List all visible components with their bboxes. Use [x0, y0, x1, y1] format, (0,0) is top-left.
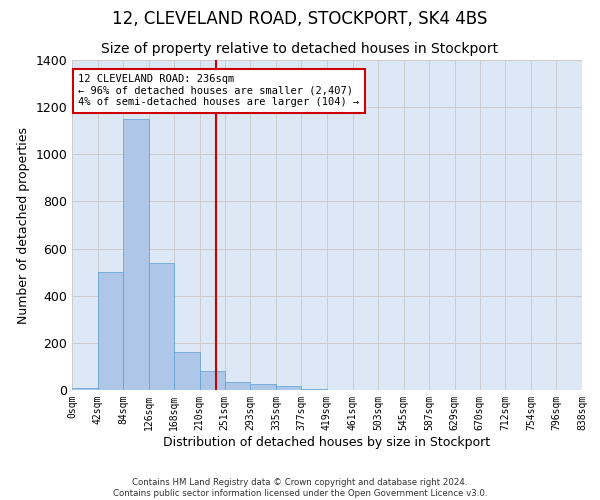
- Bar: [98, 272, 123, 390]
- Bar: [123, 119, 149, 390]
- Text: Size of property relative to detached houses in Stockport: Size of property relative to detached ho…: [101, 42, 499, 56]
- X-axis label: Distribution of detached houses by size in Stockport: Distribution of detached houses by size …: [163, 436, 491, 448]
- Bar: [174, 352, 200, 390]
- Bar: [276, 386, 301, 390]
- Text: Contains HM Land Registry data © Crown copyright and database right 2024.
Contai: Contains HM Land Registry data © Crown c…: [113, 478, 487, 498]
- Bar: [301, 389, 327, 390]
- Bar: [200, 371, 225, 390]
- Text: 12, CLEVELAND ROAD, STOCKPORT, SK4 4BS: 12, CLEVELAND ROAD, STOCKPORT, SK4 4BS: [112, 10, 488, 28]
- Y-axis label: Number of detached properties: Number of detached properties: [17, 126, 30, 324]
- Bar: [250, 384, 276, 390]
- Bar: [225, 382, 250, 390]
- Text: 12 CLEVELAND ROAD: 236sqm
← 96% of detached houses are smaller (2,407)
4% of sem: 12 CLEVELAND ROAD: 236sqm ← 96% of detac…: [78, 74, 359, 108]
- Bar: [149, 262, 174, 390]
- Bar: [72, 388, 98, 390]
